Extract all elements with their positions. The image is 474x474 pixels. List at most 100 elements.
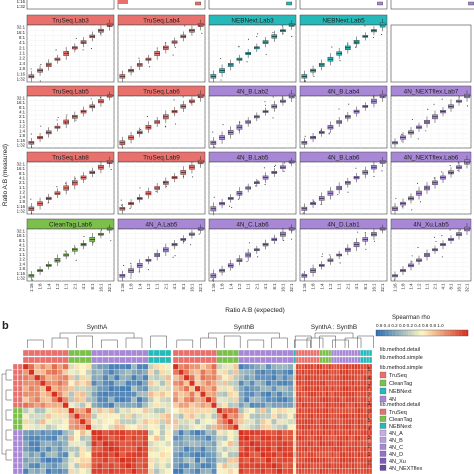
heatmap-cell	[125, 396, 132, 403]
heatmap-cell	[205, 457, 212, 464]
column-annotation-detail	[260, 349, 266, 357]
heatmap-cell	[183, 407, 190, 414]
heatmap-cell	[295, 369, 300, 376]
heatmap-cell	[216, 385, 223, 392]
heatmap-cell	[287, 468, 294, 474]
heatmap-cell	[363, 396, 367, 403]
heatmap-cell	[189, 457, 195, 464]
heatmap-cell	[211, 385, 217, 392]
heatmap-cell	[360, 446, 364, 453]
column-annotation-detail	[298, 349, 302, 357]
heatmap-cell	[178, 380, 185, 387]
row-index-label: 0	[368, 410, 371, 416]
outlier-point	[75, 37, 77, 39]
heatmap-cell	[295, 440, 300, 447]
heatmap-cell	[330, 446, 335, 453]
heatmap-cell	[254, 363, 261, 370]
heatmap-cell	[243, 396, 250, 403]
heatmap-cell	[298, 440, 302, 447]
heatmap-cell	[227, 374, 234, 381]
column-annotation-detail	[45, 349, 52, 357]
heatmap-cell	[153, 435, 160, 442]
outlier-point	[120, 199, 122, 201]
outlier-point	[74, 48, 76, 50]
heatmap-cell	[313, 435, 317, 442]
heatmap-cell	[68, 402, 75, 409]
legend-item-label: 4N_NEXTflex	[389, 466, 423, 472]
row-annotation-detail	[12, 402, 18, 409]
heatmap-cell	[260, 391, 266, 398]
heatmap-cell	[265, 385, 272, 392]
column-annotation-detail	[119, 349, 126, 357]
heatmap-cell	[153, 391, 160, 398]
heatmap-cell	[307, 440, 311, 447]
heatmap-cell	[351, 380, 355, 387]
column-annotation-detail	[22, 349, 29, 357]
heatmap-cell	[348, 457, 352, 464]
heatmap-cell	[351, 369, 355, 376]
heatmap-cell	[271, 446, 277, 453]
column-annotation-detail	[339, 349, 343, 357]
heatmap-cell	[51, 429, 58, 436]
heatmap-cell	[102, 435, 109, 442]
heatmap-cell	[136, 385, 143, 392]
heatmap-cell	[108, 374, 115, 381]
heatmap-cell	[51, 451, 58, 458]
heatmap-cell	[159, 385, 166, 392]
heatmap-cell	[205, 429, 212, 436]
heatmap-cell	[165, 396, 172, 403]
heatmap-cell	[276, 391, 283, 398]
heatmap-cell	[57, 413, 63, 420]
heatmap-cell	[79, 374, 86, 381]
heatmap-cell	[34, 418, 41, 425]
heatmap-cell	[159, 429, 166, 436]
column-annotation-detail	[148, 349, 155, 357]
heatmap-cell	[354, 369, 358, 376]
heatmap-cell	[136, 429, 143, 436]
heatmap-cell	[243, 374, 250, 381]
column-annotation-simple	[316, 356, 320, 364]
heatmap-cell	[57, 369, 63, 376]
heatmap-cell	[265, 462, 272, 469]
heatmap-cell	[178, 402, 185, 409]
outlier-point	[275, 164, 277, 166]
heatmap-cell	[74, 429, 81, 436]
heatmap-cell	[119, 374, 126, 381]
heatmap-cell	[148, 468, 155, 474]
heatmap-cell	[232, 391, 239, 398]
heatmap-cell	[96, 380, 103, 387]
outlier-point	[130, 262, 132, 265]
heatmap-cell	[360, 391, 364, 398]
heatmap-cell	[316, 380, 320, 387]
column-annotation-detail	[79, 349, 86, 357]
heatmap-cell	[330, 391, 335, 398]
column-annotation-detail	[200, 349, 206, 357]
heatmap-cell	[336, 402, 340, 409]
heatmap-cell	[363, 369, 367, 376]
heatmap-cell	[354, 462, 358, 469]
heatmap-cell	[34, 369, 41, 376]
outlier-point	[416, 182, 419, 184]
heatmap-cell	[85, 402, 92, 409]
heatmap-cell	[34, 457, 41, 464]
outlier-point	[272, 31, 274, 33]
heatmap-cell	[330, 385, 335, 392]
heatmap-cell	[51, 407, 58, 414]
heatmap-cell	[227, 440, 234, 447]
outlier-point	[163, 181, 166, 183]
y-tick-label: 1:1	[19, 119, 26, 124]
heatmap-cell	[276, 418, 283, 425]
heatmap-cell	[200, 424, 206, 431]
heatmap-cell	[194, 385, 201, 392]
column-annotation-simple	[125, 356, 132, 364]
facet-strip-label: TruSeq.Lab9	[143, 154, 180, 161]
outlier-point	[410, 197, 412, 199]
column-annotation-detail	[74, 349, 81, 357]
heatmap-cell	[360, 457, 364, 464]
heatmap-cell	[205, 451, 212, 458]
heatmap-cell	[287, 429, 294, 436]
heatmap-cell	[304, 440, 308, 447]
heatmap-cell	[227, 363, 234, 370]
column-annotation-simple	[148, 356, 155, 364]
